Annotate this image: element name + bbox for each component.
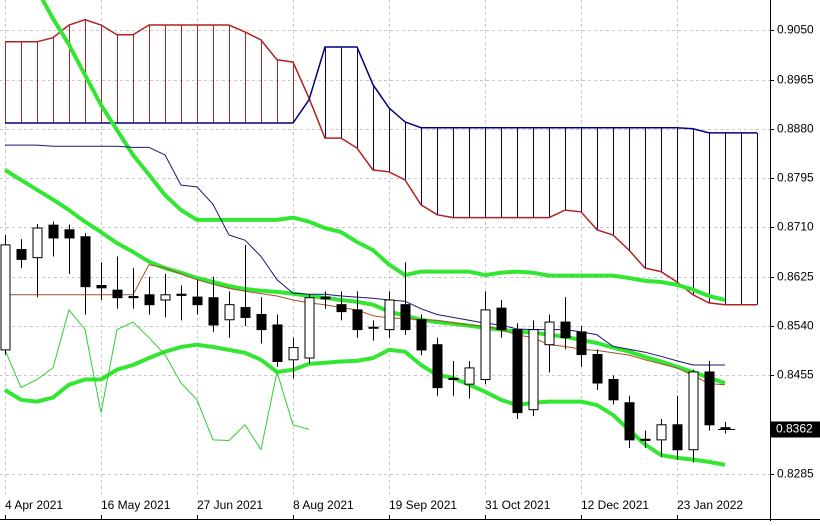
candle-body — [64, 229, 75, 239]
candle-body — [144, 294, 155, 306]
candle-body — [288, 347, 299, 361]
y-tick-label: 0.9050 — [777, 23, 814, 37]
candle-body — [96, 285, 107, 289]
x-tick-label: 31 Oct 2021 — [485, 498, 551, 512]
candle-body — [448, 377, 459, 381]
x-tick-label: 19 Sep 2021 — [389, 498, 457, 512]
candle-body — [80, 236, 91, 288]
candle-body — [240, 307, 251, 318]
candle-body — [576, 331, 587, 356]
candle-body — [608, 379, 619, 401]
x-tick-label: 23 Jan 2022 — [677, 498, 743, 512]
candle-body — [368, 326, 379, 329]
candle-body — [592, 354, 603, 384]
candle-body — [432, 344, 443, 389]
candle-body — [256, 314, 267, 331]
indicator-line — [5, 264, 726, 386]
cloud-line — [5, 18, 757, 306]
candle-body — [352, 309, 363, 331]
x-tick-label: 27 Jun 2021 — [197, 498, 263, 512]
last-price-label: 0.8362 — [776, 422, 813, 436]
candle-body — [176, 293, 187, 296]
grid — [0, 0, 770, 495]
candle-body — [384, 299, 395, 331]
x-tick-label: 16 May 2021 — [101, 498, 171, 512]
y-tick-label: 0.8540 — [777, 319, 814, 333]
indicator-line — [40, 0, 726, 302]
y-tick-label: 0.8965 — [777, 73, 814, 87]
x-tick-label: 4 Apr 2021 — [5, 498, 63, 512]
indicator-line — [3, 342, 726, 467]
candle-body — [544, 321, 555, 346]
y-tick-label: 0.8455 — [777, 368, 814, 382]
cloud-line — [5, 46, 757, 134]
candle-body — [160, 294, 171, 301]
candle-body — [464, 367, 475, 385]
candle-body — [496, 307, 507, 331]
candle-body — [560, 321, 571, 339]
indicator-line — [3, 168, 726, 385]
candle-body — [480, 309, 491, 381]
x-tick-label: 8 Aug 2021 — [293, 498, 354, 512]
candle-body — [304, 297, 315, 359]
candle-body — [16, 249, 27, 260]
indicator-line — [5, 144, 725, 366]
candle-body — [528, 329, 539, 411]
y-tick-label: 0.8795 — [777, 171, 814, 185]
plot-area — [0, 0, 758, 467]
y-tick-label: 0.8625 — [777, 270, 814, 284]
candle-body — [224, 304, 235, 321]
candle-body — [0, 244, 11, 351]
candle-body — [624, 402, 635, 441]
candle-body — [320, 296, 331, 300]
indicator-line — [4, 309, 310, 451]
x-tick-label: 12 Dec 2021 — [581, 498, 649, 512]
candle-body — [640, 438, 651, 441]
candle-body — [192, 296, 203, 306]
candle-body — [416, 319, 427, 351]
last-price-box — [771, 421, 820, 438]
candle-body — [672, 424, 683, 451]
candle-body — [272, 324, 283, 363]
candle-body — [128, 296, 139, 299]
y-tick-label: 0.8285 — [777, 467, 814, 481]
y-tick-label: 0.8710 — [777, 220, 814, 234]
candle-body — [208, 297, 219, 326]
y-tick-label: 0.8880 — [777, 122, 814, 136]
candle-body — [112, 289, 123, 299]
axes: 0.9050 0.8965 0.8880 0.8795 0.8710 0.8625 0.85… — [5, 23, 820, 519]
candle-body — [400, 304, 411, 331]
candle-body — [656, 424, 667, 441]
candle-body — [48, 224, 59, 239]
candle-body — [704, 371, 715, 426]
candle-body — [336, 304, 347, 313]
candle-body — [512, 329, 523, 414]
candle-body — [688, 371, 699, 451]
candle-body — [32, 227, 43, 259]
